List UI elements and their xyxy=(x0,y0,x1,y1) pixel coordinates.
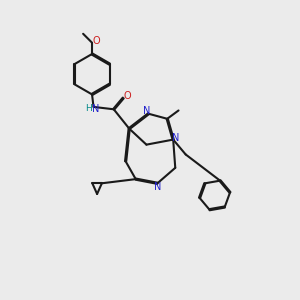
Text: O: O xyxy=(123,91,131,101)
Text: N: N xyxy=(154,182,161,192)
Text: H: H xyxy=(85,104,92,113)
Text: N: N xyxy=(172,133,180,143)
Text: N: N xyxy=(92,104,99,114)
Text: O: O xyxy=(92,36,100,46)
Text: N: N xyxy=(143,106,151,116)
